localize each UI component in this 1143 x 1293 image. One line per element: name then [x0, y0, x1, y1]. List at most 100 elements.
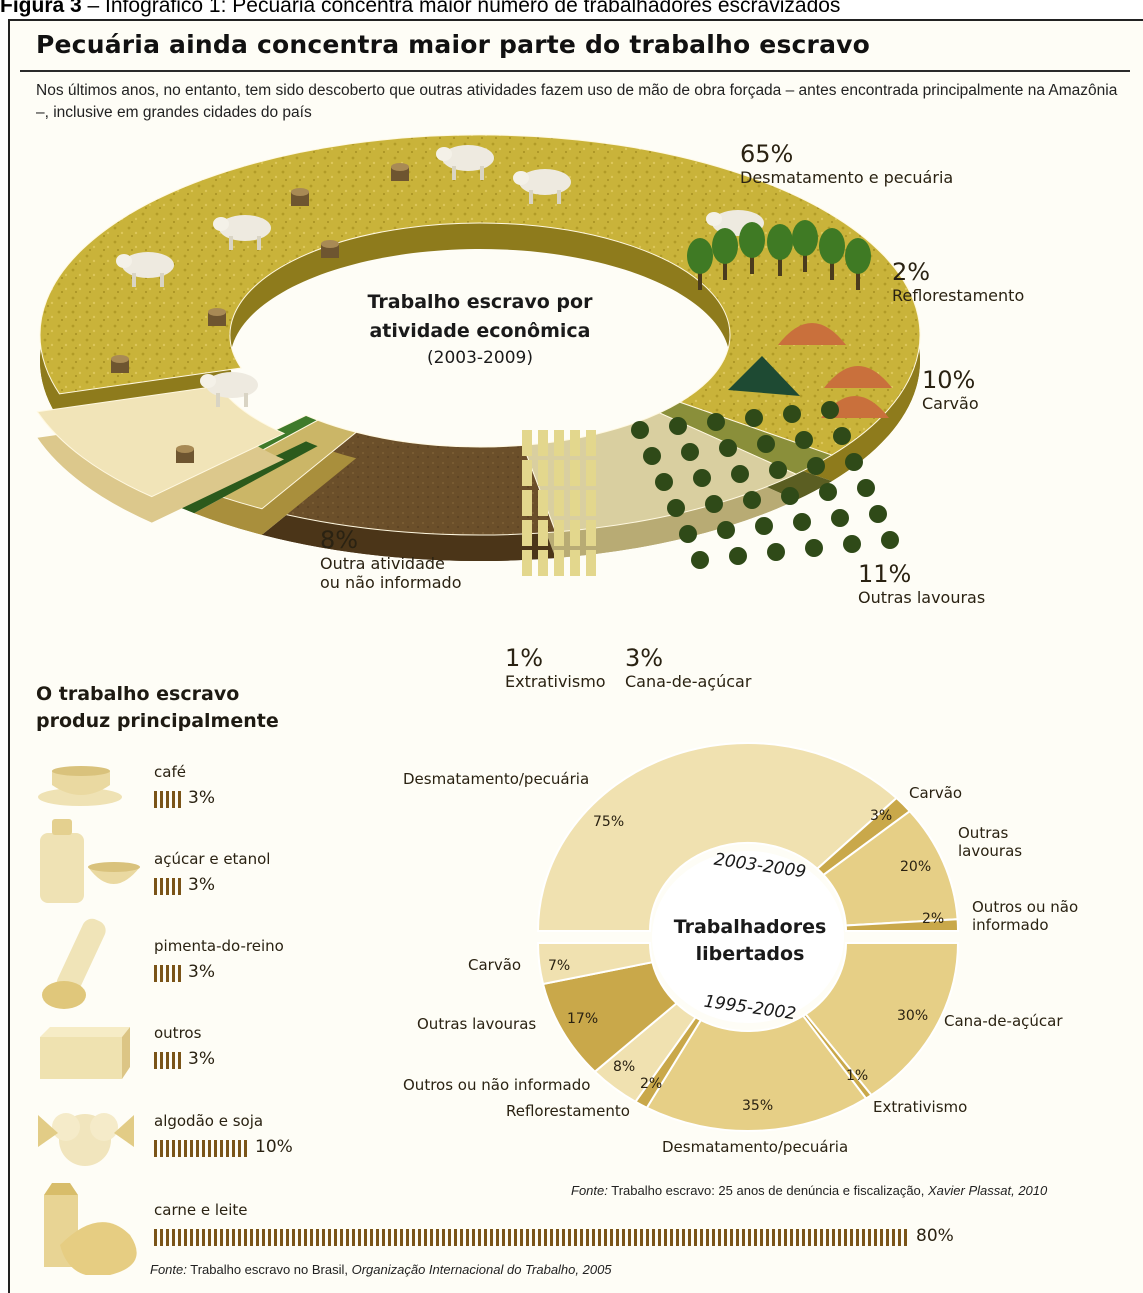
crop-icon — [729, 547, 747, 565]
slice-name: Outras lavouras — [858, 588, 986, 607]
cattle-icon — [513, 169, 571, 204]
crop-icon — [857, 479, 875, 497]
crop-icon — [717, 521, 735, 539]
slice-name-line-2: ou não informado — [320, 573, 462, 592]
ring2-value-outras-lavouras-inner: 17% — [567, 1011, 599, 1027]
charcoal-kiln-icon — [778, 323, 846, 345]
activity-ring-illustrations — [111, 145, 899, 576]
product-value: 10% — [255, 1137, 293, 1157]
crop-icon — [755, 517, 773, 535]
crop-icon — [783, 405, 801, 423]
sugarcane-icon — [522, 550, 532, 576]
figure-caption-text: – Infográfico 1: Pecuária concentra maio… — [81, 0, 841, 17]
sugarcane-icon — [570, 460, 580, 486]
tarp-icon — [728, 356, 800, 396]
ring2-label-line: Outros ou não — [972, 898, 1079, 916]
ring2-label-outros-outer: Outros ou não informado — [972, 898, 1078, 934]
tree-icon — [792, 220, 818, 272]
product-bar — [154, 965, 182, 982]
sugarcane-icon — [554, 460, 564, 486]
sugarcane-icon — [586, 460, 596, 486]
intro-text: Nos últimos anos, no entanto, tem sido d… — [36, 82, 1118, 121]
product-value: 80% — [916, 1226, 954, 1246]
pepper-grinder-icon — [42, 918, 106, 1009]
product-bar — [154, 878, 182, 895]
crop-icon — [781, 487, 799, 505]
main-title: Pecuária ainda concentra maior parte do … — [36, 30, 871, 59]
slice-value: 1% — [505, 644, 544, 672]
sugarcane-icon — [554, 520, 564, 546]
ring2-value-carvao-outer: 3% — [870, 808, 893, 824]
ring2-label-desmatamento-inner: Desmatamento/pecuária — [662, 1138, 849, 1156]
source-italic: Xavier Plassat, 2010 — [928, 1183, 1048, 1198]
slice-label-cana: 3% Cana-de-açúcar — [625, 644, 751, 691]
crop-icon — [679, 525, 697, 543]
milk-meat-icon — [44, 1183, 137, 1275]
box-icon — [40, 1027, 130, 1079]
tree-icon — [819, 228, 845, 280]
slice-value: 2% — [892, 258, 931, 286]
product-label: pimenta-do-reino — [154, 937, 284, 955]
slice-name-line-1: Outra atividade — [320, 554, 445, 573]
crop-icon — [805, 539, 823, 557]
slice-label-outra-atividade: 8% Outra atividade ou não informado — [320, 526, 461, 592]
sugarcane-icon — [538, 520, 548, 546]
sugarcane-icon — [522, 460, 532, 486]
sugarcane-icon — [570, 550, 580, 576]
ring2-label-outras-lavouras-outer: Outras lavouras — [958, 824, 1022, 860]
tree-stump-icon — [176, 445, 194, 463]
crop-icon — [643, 447, 661, 465]
crop-icon — [769, 461, 787, 479]
ring2-label-carvao-inner: Carvão — [468, 956, 522, 974]
source-text: Trabalho escravo: 25 anos de denúncia e … — [607, 1183, 929, 1198]
ring2-label-reflorestamento: Reflorestamento — [506, 1102, 630, 1120]
ring2-label-desmatamento-outer: Desmatamento/pecuária — [403, 770, 590, 788]
source-prefix: Fonte: — [571, 1183, 608, 1198]
ring2-value-carvao-inner: 7% — [548, 958, 571, 974]
product-label: carne e leite — [154, 1201, 248, 1219]
ring2-center-title: Trabalhadores libertados — [660, 914, 840, 968]
figure-caption-prefix: Figura 3 — [0, 0, 82, 17]
sugarcane-icon — [522, 520, 532, 546]
tree-icon — [845, 238, 871, 290]
crop-icon — [693, 469, 711, 487]
activity-ring-chart — [36, 134, 921, 576]
crop-icon — [719, 439, 737, 457]
sugarcane-icon — [586, 550, 596, 576]
tree-stump-icon — [291, 188, 309, 206]
figure-caption: Figura 3 – Infográfico 1: Pecuária conce… — [0, 0, 1143, 18]
charcoal-kiln-icon — [824, 366, 892, 388]
tree-stump-icon — [391, 163, 409, 181]
ring2-title-line-2: libertados — [695, 943, 805, 965]
source-italic: Organização Internacional do Trabalho, 2… — [351, 1262, 612, 1277]
sugar-bottle-icon — [40, 819, 140, 903]
crop-icon — [833, 427, 851, 445]
sugarcane-icon — [570, 430, 580, 456]
crop-icon — [845, 453, 863, 471]
slice-name: Carvão — [922, 394, 979, 413]
product-bar — [154, 791, 182, 808]
ring-slice-desmatamento — [39, 134, 921, 456]
crop-icon — [705, 495, 723, 513]
ring2-label-cana: Cana-de-açúcar — [944, 1012, 1063, 1030]
sugarcane-icon — [538, 460, 548, 486]
product-value: 3% — [188, 962, 215, 982]
crop-icon — [745, 409, 763, 427]
slice-label-desmatamento: 65% Desmatamento e pecuária — [740, 140, 953, 187]
crop-icon — [731, 465, 749, 483]
tree-stump-icon — [111, 355, 129, 373]
sugarcane-icon — [522, 430, 532, 456]
sugarcane-icon — [538, 490, 548, 516]
slice-value: 3% — [625, 644, 664, 672]
slice-value: 65% — [740, 140, 794, 168]
ring2-label-line: informado — [972, 916, 1049, 934]
product-bar — [154, 1140, 249, 1157]
crop-icon — [831, 509, 849, 527]
cattle-icon — [200, 372, 258, 407]
ring2-title-line-1: Trabalhadores — [673, 916, 827, 938]
slice-label-reflorestamento: 2% Reflorestamento — [892, 258, 1024, 305]
ring2-source: Fonte: Trabalho escravo: 25 anos de denú… — [571, 1183, 1047, 1198]
ring-slice-outra-atividade — [36, 385, 286, 498]
crop-icon — [793, 513, 811, 531]
source-text: Trabalho escravo no Brasil, — [186, 1262, 352, 1277]
